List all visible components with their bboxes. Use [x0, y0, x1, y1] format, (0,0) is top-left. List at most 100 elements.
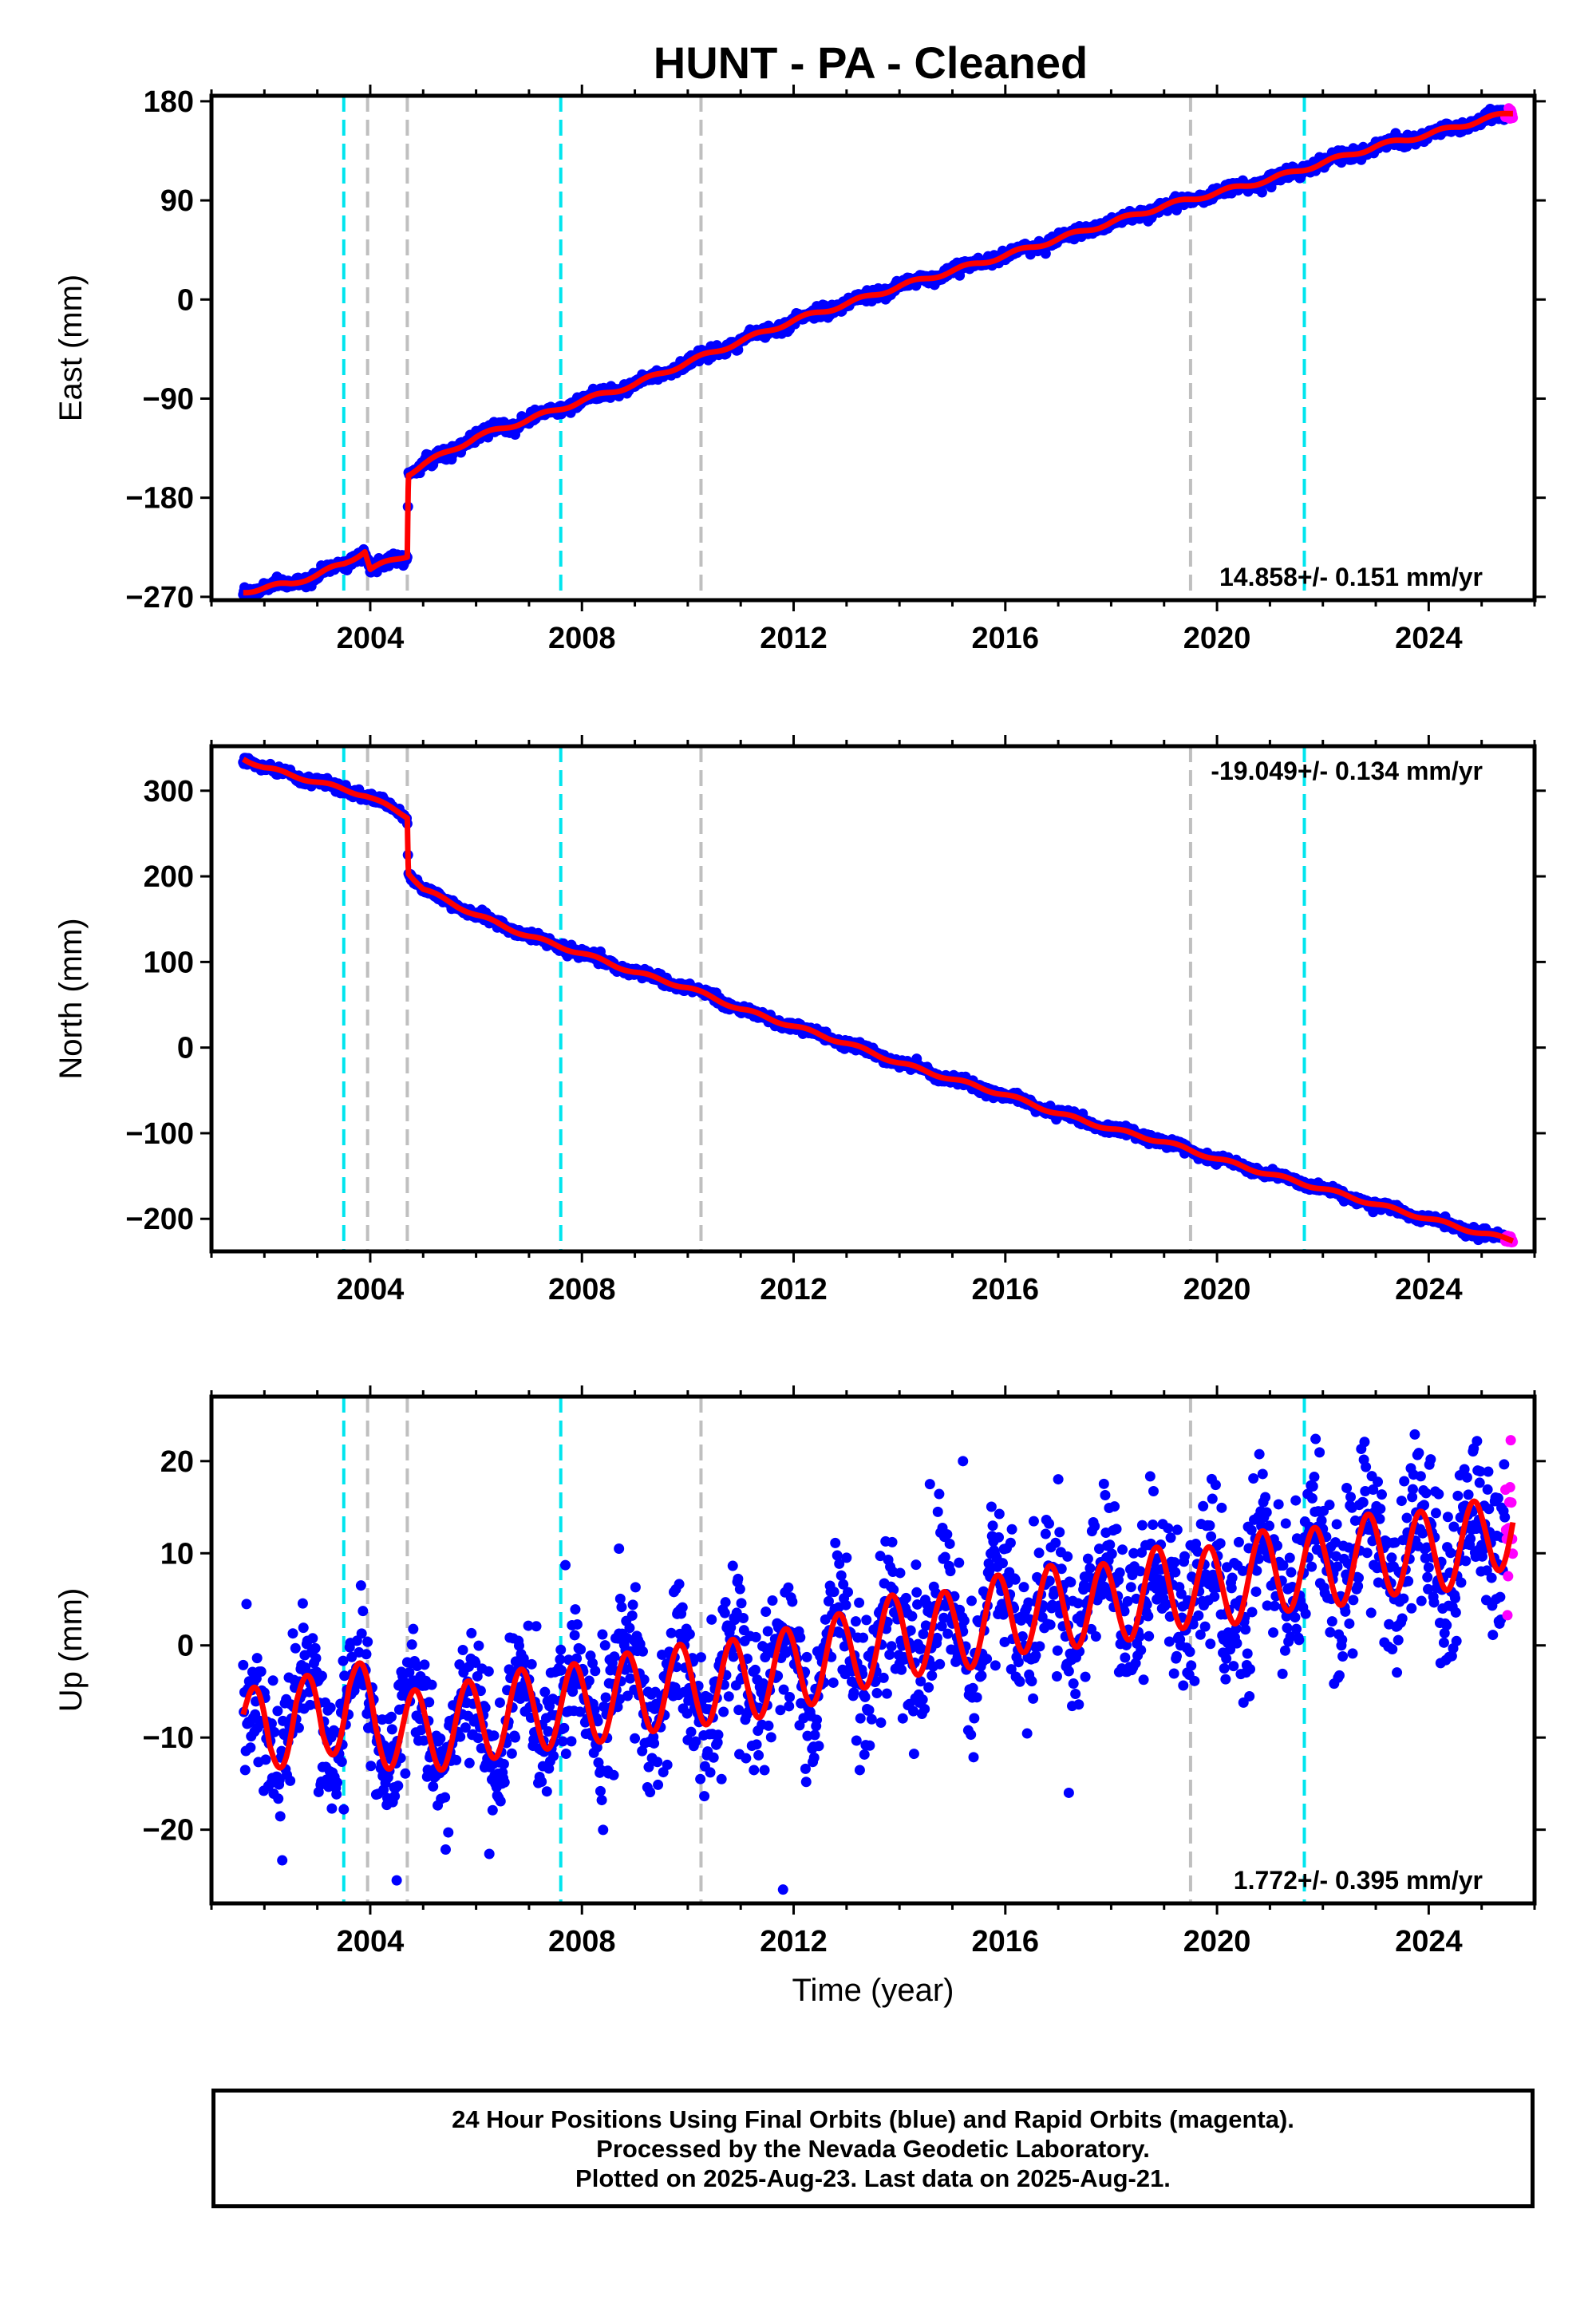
- final-point: [457, 1644, 468, 1655]
- final-point: [290, 1642, 301, 1654]
- x-tick-label: 2012: [760, 1273, 828, 1306]
- final-point: [738, 1612, 749, 1623]
- final-point: [749, 1765, 760, 1776]
- final-point: [836, 1570, 847, 1581]
- final-point: [733, 1573, 744, 1584]
- final-point: [684, 1629, 695, 1640]
- final-point: [649, 1737, 660, 1749]
- final-point: [275, 1811, 286, 1822]
- final-point: [473, 1640, 484, 1651]
- final-point: [784, 1701, 795, 1712]
- final-point: [487, 1804, 498, 1816]
- y-tick-label: 0: [177, 283, 194, 317]
- final-point: [713, 1729, 724, 1741]
- final-point: [571, 1618, 583, 1630]
- x-tick-label: 2016: [972, 1273, 1040, 1306]
- y-tick-label: −90: [143, 382, 194, 416]
- y-tick-label: 0: [177, 1032, 194, 1065]
- final-point: [298, 1622, 309, 1634]
- final-point: [526, 1658, 537, 1670]
- final-point: [539, 1686, 551, 1697]
- y-axis-label: North (mm): [53, 918, 89, 1079]
- final-point: [260, 1754, 271, 1765]
- final-point: [801, 1651, 812, 1662]
- data-layer: [238, 96, 1519, 600]
- final-point: [863, 1705, 875, 1716]
- y-tick-label: −200: [125, 1203, 194, 1236]
- final-point: [326, 1803, 338, 1814]
- figure-title: HUNT - PA - Cleaned: [654, 38, 1088, 88]
- final-point: [307, 1633, 318, 1644]
- final-point: [488, 1730, 500, 1741]
- final-point: [878, 1672, 889, 1683]
- y-tick-label: 90: [160, 184, 194, 218]
- final-point: [813, 1741, 824, 1752]
- final-point: [310, 1642, 321, 1654]
- final-point: [569, 1630, 580, 1641]
- final-point: [767, 1595, 778, 1606]
- final-point: [600, 1692, 611, 1703]
- final-point: [763, 1720, 774, 1731]
- final-point: [630, 1582, 641, 1593]
- final-point: [559, 1722, 570, 1733]
- final-point: [590, 1666, 601, 1677]
- final-point: [362, 1636, 373, 1647]
- model-curve: [240, 757, 1515, 1244]
- final-point: [336, 1757, 347, 1768]
- final-point: [285, 1775, 296, 1786]
- final-point: [560, 1748, 571, 1759]
- final-point: [848, 1687, 859, 1698]
- final-point: [400, 1768, 411, 1779]
- final-point: [828, 1677, 839, 1688]
- final-point: [570, 1604, 581, 1615]
- final-point: [325, 1702, 336, 1713]
- final-point: [440, 1792, 451, 1803]
- final-point: [272, 1705, 283, 1717]
- final-point: [762, 1626, 773, 1637]
- final-point: [251, 1653, 263, 1664]
- x-tick-label: 2012: [760, 622, 828, 655]
- final-point: [424, 1697, 435, 1708]
- final-point: [385, 1711, 397, 1722]
- final-point: [560, 1559, 571, 1571]
- final-point: [708, 1752, 719, 1763]
- final-point: [851, 1735, 862, 1746]
- final-point: [499, 1777, 510, 1788]
- final-point: [548, 1750, 559, 1761]
- y-tick-label: 100: [144, 946, 194, 979]
- final-point: [795, 1632, 806, 1643]
- final-point: [555, 1644, 567, 1655]
- final-point: [850, 1616, 861, 1627]
- final-point: [830, 1537, 841, 1548]
- final-point: [451, 1754, 462, 1765]
- final-point: [750, 1631, 761, 1642]
- final-point: [840, 1599, 851, 1611]
- y-axis-label: East (mm): [53, 275, 89, 421]
- final-point: [273, 1793, 284, 1804]
- final-point: [866, 1713, 877, 1725]
- final-point: [455, 1731, 466, 1742]
- final-point: [841, 1552, 852, 1563]
- final-point: [483, 1666, 494, 1677]
- final-point: [736, 1598, 747, 1609]
- final-point: [727, 1560, 738, 1571]
- final-point: [393, 1780, 404, 1792]
- final-point: [699, 1791, 710, 1802]
- final-point: [331, 1788, 342, 1800]
- final-point: [609, 1651, 620, 1662]
- final-point: [575, 1644, 587, 1655]
- final-point: [531, 1621, 542, 1632]
- final-point: [297, 1598, 308, 1609]
- final-point: [765, 1732, 776, 1743]
- east-panel: 2004 2008 2012 2016 2020 2024180900−90−180−27…: [53, 85, 1546, 655]
- y-tick-label: 180: [144, 85, 194, 119]
- final-point: [677, 1602, 688, 1613]
- final-point: [808, 1752, 820, 1763]
- final-point: [630, 1733, 641, 1744]
- final-point: [842, 1587, 853, 1598]
- final-point: [759, 1765, 770, 1776]
- final-point: [627, 1599, 638, 1611]
- final-point: [859, 1749, 870, 1760]
